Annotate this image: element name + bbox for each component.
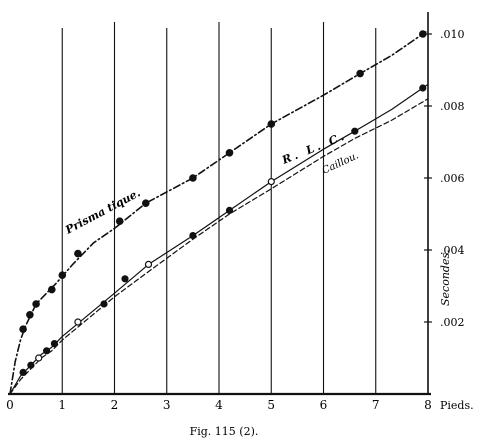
y-tick-label: .010 (440, 28, 465, 41)
data-point (142, 199, 150, 208)
data-point (144, 260, 153, 268)
data-point (32, 300, 40, 308)
series-line-2 (9, 98, 429, 395)
x-tick-label: 6 (320, 398, 328, 412)
data-point (189, 174, 197, 182)
figure-caption: Fig. 115 (2). (190, 425, 259, 438)
data-point (225, 206, 234, 214)
data-point (121, 275, 129, 283)
data-point (27, 361, 35, 369)
data-point (351, 127, 359, 135)
data-point (100, 300, 108, 308)
data-point (50, 340, 59, 348)
data-point (225, 149, 234, 157)
x-axis-label: Pieds. (440, 399, 474, 412)
x-tick-label: 3 (163, 398, 171, 412)
x-tick-label: 5 (267, 398, 275, 412)
data-point (47, 285, 56, 294)
data-point (267, 120, 276, 128)
x-tick-label: 1 (58, 398, 66, 412)
data-point (74, 249, 82, 258)
data-point (74, 318, 82, 326)
series-markers (19, 30, 427, 376)
y-tick-label: .008 (440, 100, 465, 113)
data-point (42, 347, 51, 355)
tick-labels: .002 .004 .006 .008 .010 0 1 2 3 4 5 6 7 8 (6, 28, 464, 412)
x-tick-label: 8 (424, 398, 432, 412)
x-tick-label: 0 (6, 398, 14, 412)
data-point (115, 217, 124, 226)
axes (8, 33, 432, 396)
data-point (356, 69, 364, 78)
y-axis-label: Secondes. (439, 249, 452, 306)
series-label-prismatique: Prisma tique. (62, 186, 142, 237)
data-point (189, 232, 197, 240)
data-point (19, 368, 27, 376)
series-line-0 (9, 29, 429, 395)
data-point (418, 30, 427, 38)
x-tick-label: 2 (111, 398, 119, 412)
y-tick-label: .006 (440, 172, 465, 185)
data-point (58, 271, 67, 280)
y-tick-label: .002 (440, 316, 465, 329)
data-point (35, 354, 43, 362)
y-tick-label: .004 (440, 244, 465, 257)
data-point (26, 310, 34, 319)
series-label-caillou: Caillou. (321, 150, 361, 176)
grid-lines (61, 12, 429, 394)
data-point (19, 325, 27, 334)
x-tick-label: 4 (215, 398, 223, 412)
x-tick-label: 7 (372, 398, 380, 412)
data-point (419, 84, 427, 92)
data-point (267, 178, 275, 186)
